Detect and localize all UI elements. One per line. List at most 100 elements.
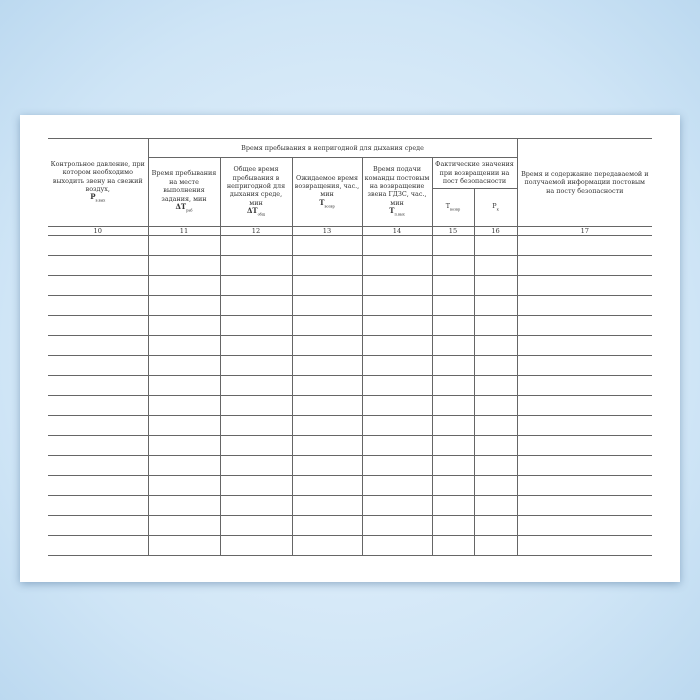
table-cell[interactable] (473, 295, 518, 317)
table-cell[interactable] (147, 515, 221, 537)
table-cell[interactable] (48, 375, 149, 397)
table-cell[interactable] (361, 435, 433, 457)
table-cell[interactable] (473, 415, 518, 437)
table-cell[interactable] (431, 275, 475, 297)
table-cell[interactable] (48, 435, 149, 457)
table-cell[interactable] (219, 335, 293, 357)
table-cell[interactable] (516, 515, 653, 537)
table-cell[interactable] (473, 495, 518, 517)
table-cell[interactable] (361, 415, 433, 437)
table-cell[interactable] (291, 355, 363, 377)
table-cell[interactable] (473, 315, 518, 337)
table-cell[interactable] (516, 395, 653, 417)
table-cell[interactable] (361, 395, 433, 417)
table-cell[interactable] (219, 495, 293, 517)
table-cell[interactable] (431, 255, 475, 277)
table-cell[interactable] (516, 535, 653, 557)
table-cell[interactable] (431, 475, 475, 497)
table-cell[interactable] (473, 395, 518, 417)
table-cell[interactable] (48, 275, 149, 297)
table-cell[interactable] (516, 315, 653, 337)
table-cell[interactable] (431, 515, 475, 537)
table-cell[interactable] (431, 375, 475, 397)
table-cell[interactable] (291, 315, 363, 337)
table-cell[interactable] (431, 395, 475, 417)
table-cell[interactable] (48, 235, 149, 257)
table-cell[interactable] (361, 355, 433, 377)
table-cell[interactable] (291, 475, 363, 497)
table-cell[interactable] (431, 355, 475, 377)
table-cell[interactable] (147, 275, 221, 297)
table-cell[interactable] (473, 375, 518, 397)
table-cell[interactable] (516, 375, 653, 397)
table-cell[interactable] (48, 295, 149, 317)
table-cell[interactable] (361, 255, 433, 277)
table-cell[interactable] (431, 435, 475, 457)
table-cell[interactable] (291, 415, 363, 437)
table-cell[interactable] (219, 475, 293, 497)
table-cell[interactable] (516, 435, 653, 457)
table-cell[interactable] (291, 295, 363, 317)
table-cell[interactable] (147, 535, 221, 557)
table-cell[interactable] (219, 315, 293, 337)
table-cell[interactable] (291, 395, 363, 417)
table-cell[interactable] (147, 295, 221, 317)
table-cell[interactable] (361, 235, 433, 257)
table-cell[interactable] (147, 475, 221, 497)
table-cell[interactable] (431, 415, 475, 437)
table-cell[interactable] (147, 455, 221, 477)
table-cell[interactable] (147, 235, 221, 257)
table-cell[interactable] (48, 535, 149, 557)
table-cell[interactable] (473, 455, 518, 477)
table-cell[interactable] (516, 255, 653, 277)
table-cell[interactable] (516, 415, 653, 437)
table-cell[interactable] (361, 275, 433, 297)
table-cell[interactable] (361, 535, 433, 557)
table-cell[interactable] (219, 415, 293, 437)
table-cell[interactable] (361, 295, 433, 317)
table-cell[interactable] (361, 495, 433, 517)
table-cell[interactable] (431, 455, 475, 477)
table-cell[interactable] (219, 275, 293, 297)
table-cell[interactable] (473, 335, 518, 357)
table-cell[interactable] (147, 495, 221, 517)
table-cell[interactable] (516, 495, 653, 517)
table-cell[interactable] (516, 275, 653, 297)
table-cell[interactable] (361, 315, 433, 337)
table-cell[interactable] (219, 515, 293, 537)
table-cell[interactable] (147, 395, 221, 417)
table-cell[interactable] (219, 395, 293, 417)
table-cell[interactable] (147, 355, 221, 377)
table-cell[interactable] (516, 475, 653, 497)
table-cell[interactable] (361, 455, 433, 477)
table-cell[interactable] (361, 335, 433, 357)
table-cell[interactable] (473, 275, 518, 297)
table-cell[interactable] (291, 495, 363, 517)
table-cell[interactable] (361, 515, 433, 537)
table-cell[interactable] (219, 355, 293, 377)
table-cell[interactable] (473, 355, 518, 377)
table-cell[interactable] (473, 235, 518, 257)
table-cell[interactable] (516, 355, 653, 377)
table-cell[interactable] (291, 375, 363, 397)
table-cell[interactable] (291, 535, 363, 557)
table-cell[interactable] (473, 255, 518, 277)
table-cell[interactable] (473, 435, 518, 457)
table-cell[interactable] (147, 255, 221, 277)
table-cell[interactable] (48, 475, 149, 497)
table-cell[interactable] (291, 235, 363, 257)
table-cell[interactable] (219, 455, 293, 477)
table-cell[interactable] (473, 515, 518, 537)
table-cell[interactable] (219, 375, 293, 397)
table-cell[interactable] (431, 235, 475, 257)
table-cell[interactable] (431, 535, 475, 557)
table-cell[interactable] (48, 335, 149, 357)
table-cell[interactable] (473, 535, 518, 557)
table-cell[interactable] (291, 275, 363, 297)
table-cell[interactable] (48, 455, 149, 477)
table-cell[interactable] (48, 415, 149, 437)
table-cell[interactable] (431, 495, 475, 517)
table-cell[interactable] (291, 455, 363, 477)
table-cell[interactable] (147, 435, 221, 457)
table-cell[interactable] (473, 475, 518, 497)
